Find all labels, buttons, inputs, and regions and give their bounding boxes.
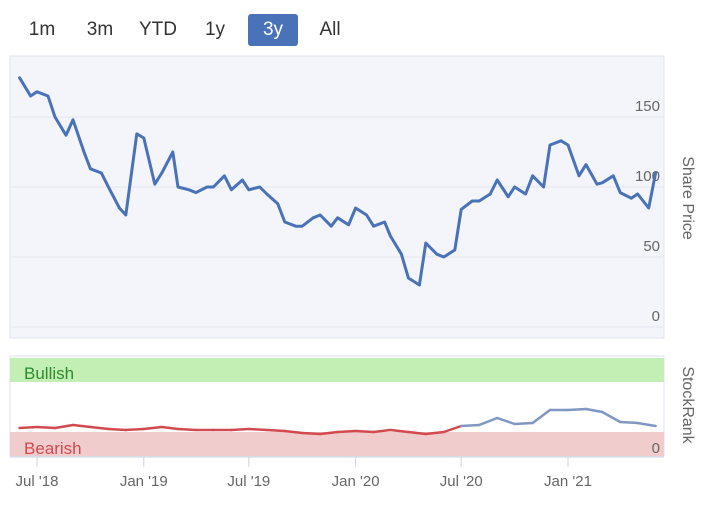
range-button-3y[interactable]: 3y — [248, 14, 298, 46]
x-axis-ticks: Jul '18 Jan '19 Jul '19 Jan '20 Jul '20 Jan '… — [16, 457, 592, 490]
stockrank-segment — [389, 428, 410, 434]
share-price-line — [18, 76, 658, 287]
stockrank-segment — [600, 410, 622, 424]
bullish-band — [10, 358, 664, 382]
stockrank-segment — [372, 428, 392, 434]
stockrank-segment — [618, 420, 639, 425]
x-tick-label: Jul '18 — [16, 473, 59, 490]
range-button-all[interactable]: All — [319, 19, 341, 40]
stockrank-zero-tick: 0 — [652, 440, 660, 457]
stockrank-segment — [160, 425, 180, 431]
price-y-tick-label: 0 — [652, 308, 660, 325]
stockrank-segment — [531, 408, 552, 425]
stockrank-line — [18, 407, 657, 436]
stockrank-segment — [247, 427, 269, 432]
price-y-tick-label: 150 — [635, 98, 660, 115]
bullish-label: Bullish — [24, 364, 74, 383]
price-gridlines — [10, 116, 664, 328]
stockrank-segment — [477, 416, 499, 427]
x-tick-label: Jan '20 — [332, 473, 380, 490]
stockrank-segment — [424, 430, 446, 436]
range-button-1m[interactable]: 1m — [28, 19, 56, 40]
stockrank-segment — [584, 407, 604, 414]
stockrank-segment — [107, 427, 128, 432]
stockrank-segment — [176, 427, 198, 432]
stockrank-segment — [230, 427, 251, 432]
bearish-label: Bearish — [24, 439, 82, 458]
stockrank-segment — [71, 423, 92, 429]
price-y-axis-title: Share Price — [679, 156, 696, 240]
stockrank-segment — [407, 430, 428, 436]
stockrank-segment — [142, 425, 164, 431]
range-button-1y[interactable]: 1y — [204, 19, 226, 40]
stockrank-segment — [495, 416, 516, 426]
x-tick-label: Jul '19 — [227, 473, 270, 490]
bearish-band — [10, 432, 664, 456]
stockrank-segment — [265, 428, 287, 433]
x-tick-label: Jan '19 — [120, 473, 168, 490]
stockrank-segment — [336, 429, 357, 434]
stockrank-y-axis-title: StockRank — [679, 366, 696, 444]
stockrank-segment — [18, 425, 39, 430]
stockrank-segment — [283, 429, 304, 435]
stockrank-segment — [300, 431, 322, 436]
stockrank-segment — [636, 421, 657, 428]
range-button-3m[interactable]: 3m — [86, 19, 114, 40]
stockrank-segment — [89, 425, 110, 431]
stockrank-segment — [442, 424, 463, 434]
range-selector: 1m 3m YTD 1y 3y All — [0, 0, 705, 56]
price-y-tick-label: 50 — [643, 238, 660, 255]
stockrank-segment — [354, 429, 375, 434]
stockrank-segment — [566, 407, 588, 412]
stockrank-segment — [124, 427, 146, 432]
price-plot-area — [9, 55, 665, 339]
stockrank-segment — [513, 421, 534, 426]
stockrank-segment — [318, 430, 339, 436]
range-button-ytd[interactable]: YTD — [139, 19, 177, 40]
x-tick-label: Jan '21 — [544, 473, 592, 490]
stockrank-segment — [35, 425, 57, 430]
x-tick-label: Jul '20 — [440, 473, 483, 490]
stockrank-segment — [53, 423, 75, 430]
stockrank-segment — [459, 423, 481, 428]
